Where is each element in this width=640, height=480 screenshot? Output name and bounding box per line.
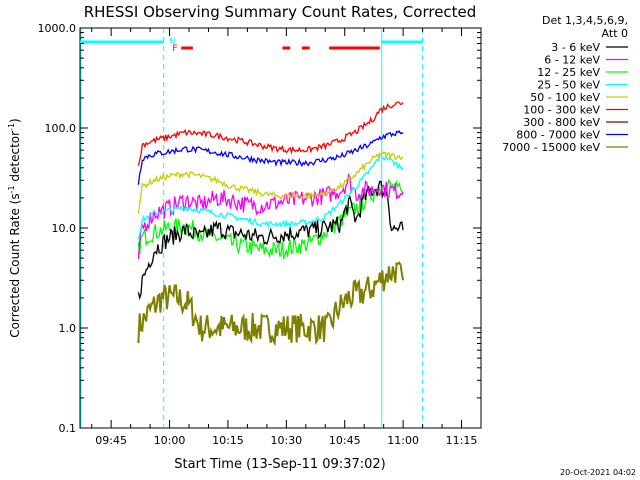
timestamp: 20-Oct-2021 04:02 bbox=[560, 468, 636, 477]
x-tick-label: 09:45 bbox=[95, 434, 127, 447]
y-axis-label: Corrected Count Rate (s-1 detector-1) bbox=[7, 118, 22, 337]
y-axis: 0.1 1.0 10.0 100.0 1000.0 bbox=[38, 22, 481, 435]
y-tick-label: 1000.0 bbox=[38, 22, 77, 35]
series-line bbox=[137, 152, 404, 240]
x-tick-label: 11:00 bbox=[387, 434, 419, 447]
x-axis-label: Start Time (13-Sep-11 09:37:02) bbox=[174, 457, 385, 472]
y-tick-label: 0.1 bbox=[59, 422, 77, 435]
series-line bbox=[137, 180, 404, 301]
legend-label: 7000 - 15000 keV bbox=[502, 141, 600, 154]
x-tick-label: 10:30 bbox=[270, 434, 302, 447]
series-line bbox=[137, 261, 405, 347]
legend-label: 50 - 100 keV bbox=[530, 91, 600, 104]
legend-label: 6 - 12 keV bbox=[544, 54, 600, 67]
legend-label: 100 - 300 keV bbox=[523, 104, 600, 117]
legend-label: 12 - 25 keV bbox=[537, 66, 600, 79]
plot-frame bbox=[79, 27, 482, 429]
series-layer bbox=[137, 101, 405, 347]
x-tick-label: 10:45 bbox=[329, 434, 361, 447]
flare-flag-label: F bbox=[172, 44, 177, 54]
chart-title: RHESSI Observing Summary Count Rates, Co… bbox=[84, 3, 477, 21]
legend-label: 300 - 800 keV bbox=[523, 116, 600, 129]
series-line bbox=[137, 101, 404, 166]
legend-label: 800 - 7000 keV bbox=[516, 129, 600, 142]
legend-header: Det 1,3,4,5,6,9, bbox=[542, 14, 628, 27]
night-flag-label: N bbox=[170, 37, 175, 47]
legend-header-attenuator: Att 0 bbox=[602, 27, 628, 40]
x-tick-label: 10:15 bbox=[212, 434, 244, 447]
legend-label: 25 - 50 keV bbox=[537, 79, 600, 92]
x-axis: 09:45 10:00 10:15 10:30 10:45 11:00 11:15 bbox=[91, 28, 478, 447]
y-tick-label: 1.0 bbox=[59, 322, 77, 335]
flag-layer: NF bbox=[80, 28, 424, 428]
x-tick-label: 11:15 bbox=[446, 434, 478, 447]
y-tick-label: 10.0 bbox=[52, 222, 77, 235]
legend-label: 3 - 6 keV bbox=[551, 41, 600, 54]
series-line bbox=[137, 173, 404, 259]
series-line bbox=[137, 130, 404, 185]
y-tick-label: 100.0 bbox=[45, 122, 77, 135]
x-tick-label: 10:00 bbox=[154, 434, 186, 447]
series-line bbox=[137, 150, 404, 214]
